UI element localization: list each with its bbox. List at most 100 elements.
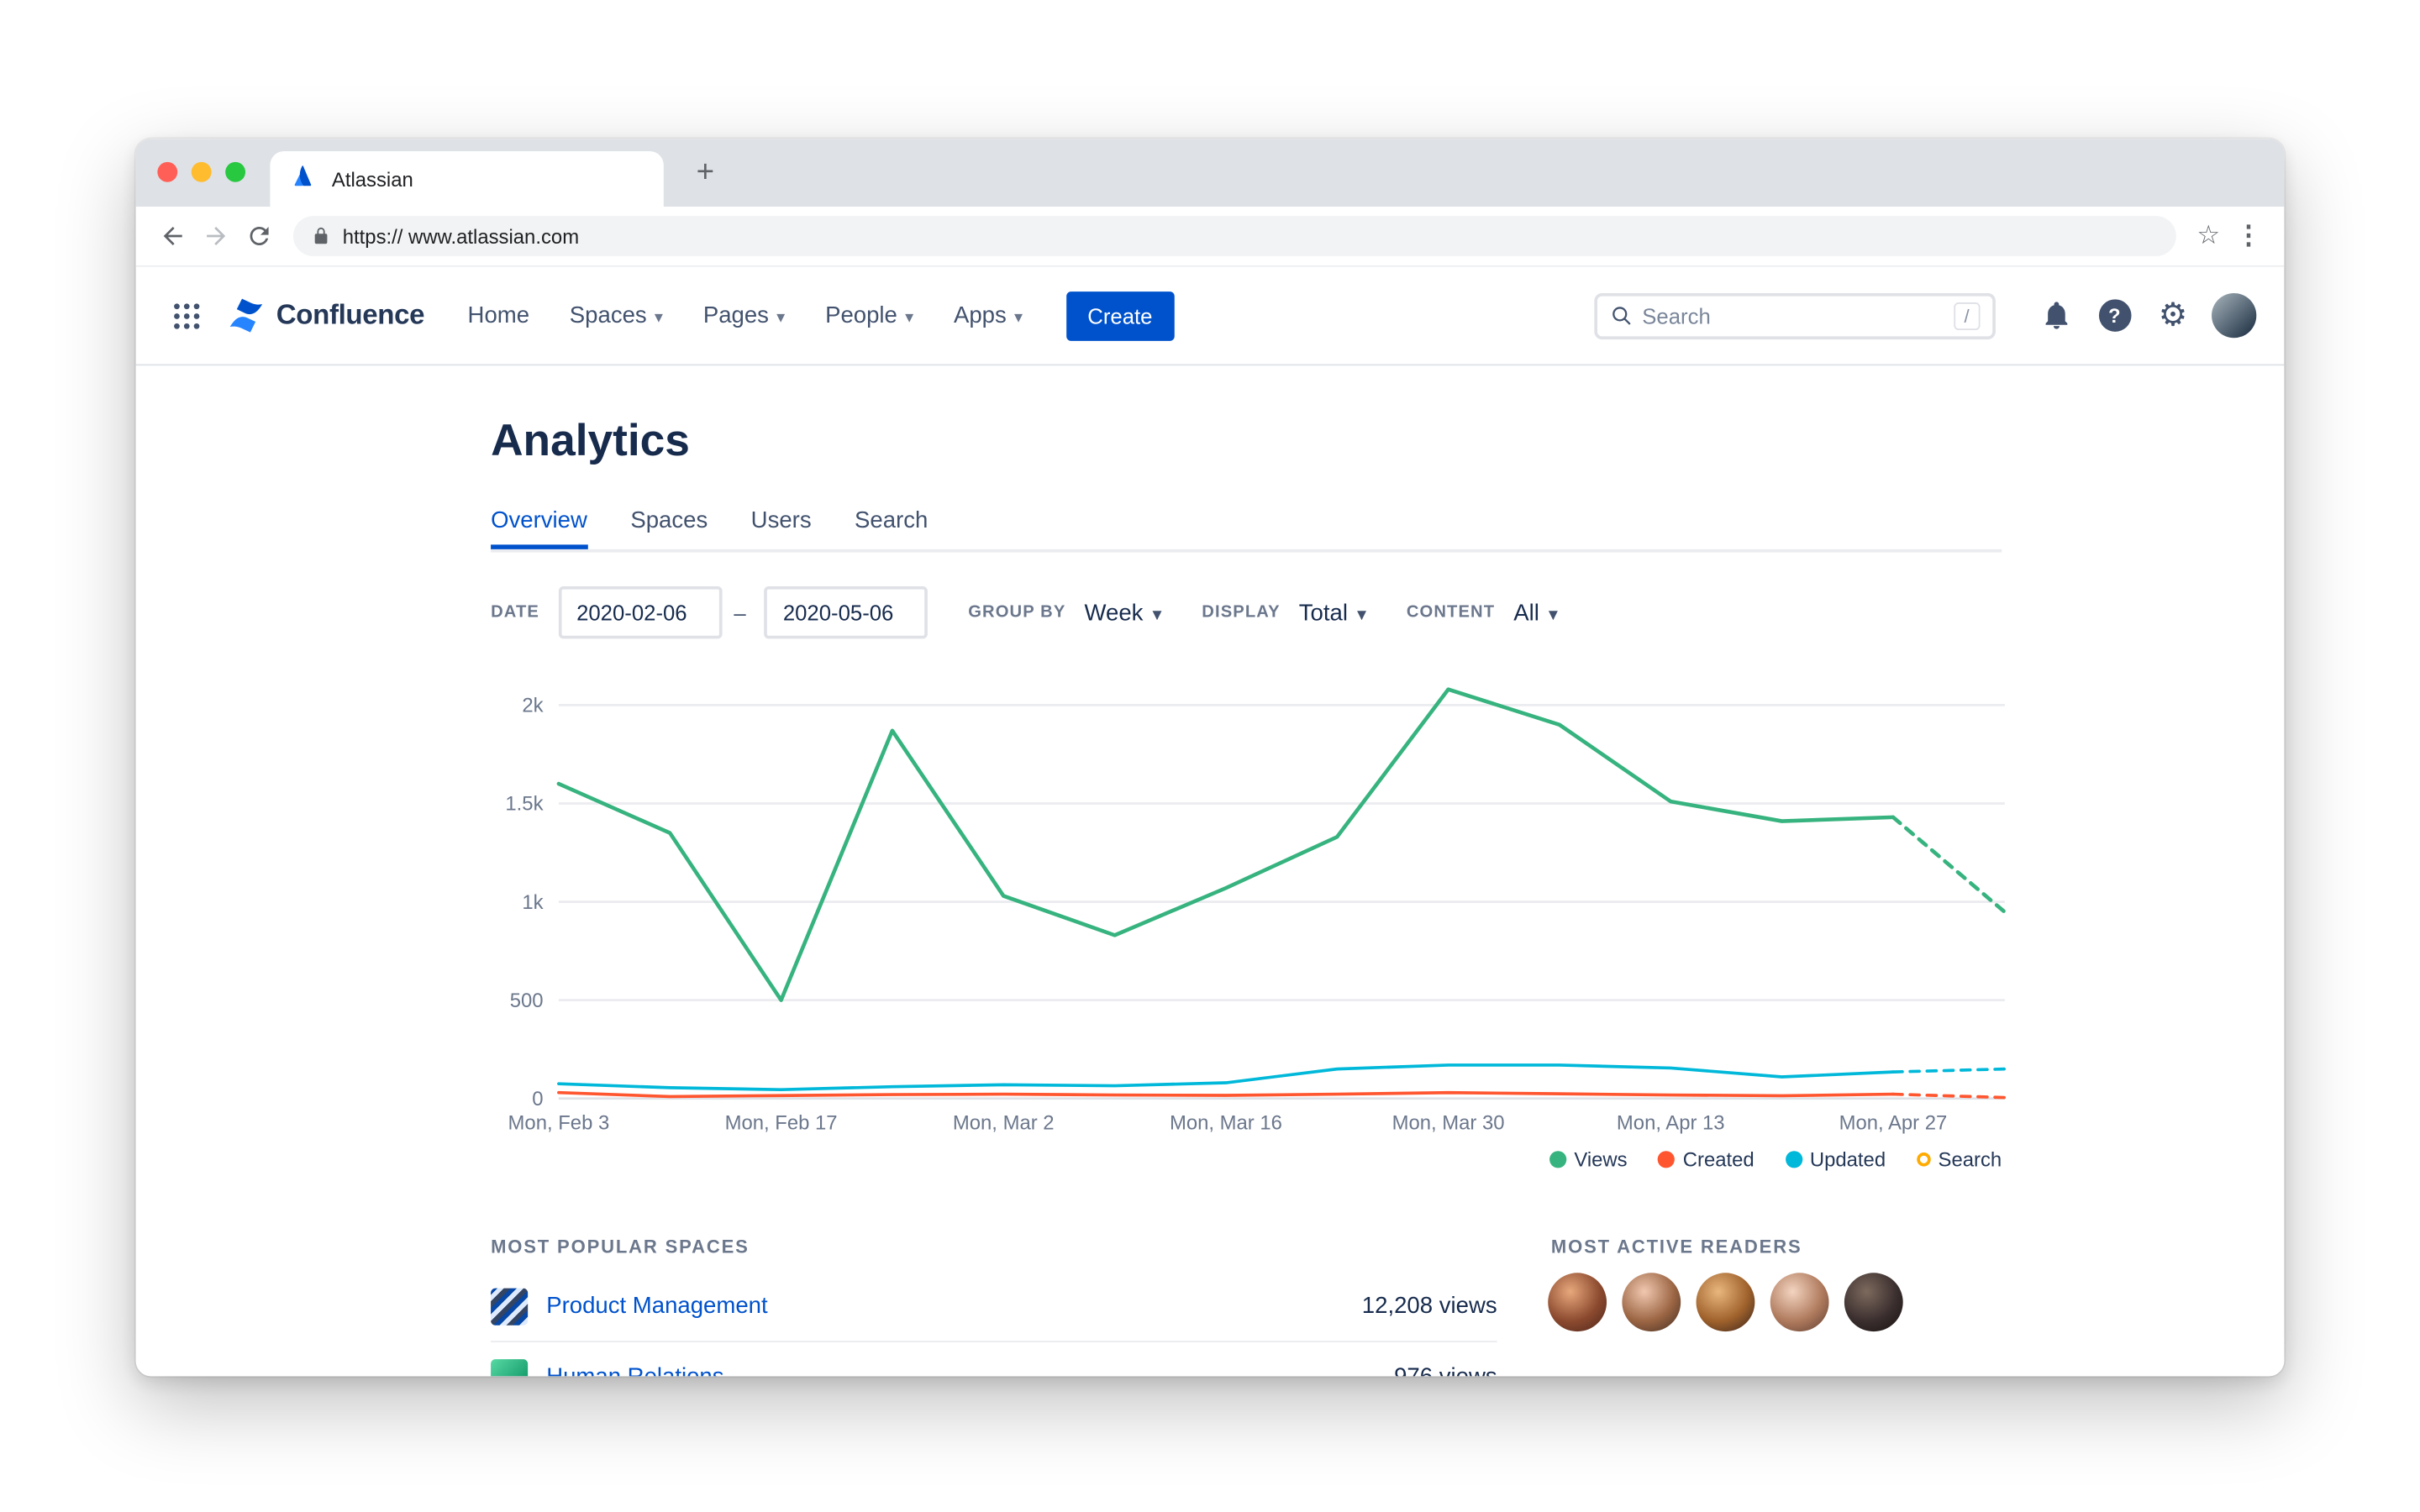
legend-updated[interactable]: Updated bbox=[1785, 1148, 1886, 1171]
svg-text:Mon, Feb 17: Mon, Feb 17 bbox=[725, 1111, 838, 1134]
global-search[interactable]: / bbox=[1594, 292, 1996, 339]
nav-spaces[interactable]: Spaces bbox=[570, 302, 663, 328]
browser-menu-icon[interactable] bbox=[2228, 216, 2269, 256]
filters-bar: DATE – GROUP BY Week DISPLAY Total CONTE… bbox=[491, 585, 1558, 640]
legend-created[interactable]: Created bbox=[1658, 1148, 1754, 1171]
chevron-down-icon bbox=[1539, 600, 1558, 626]
url-bar[interactable]: https:// www.atlassian.com bbox=[292, 216, 2176, 256]
space-icon-human-relations bbox=[491, 1358, 529, 1377]
app-switcher-icon[interactable] bbox=[164, 292, 210, 339]
group-by-dropdown[interactable]: Week bbox=[1085, 600, 1162, 626]
svg-text:Mon, Apr 13: Mon, Apr 13 bbox=[1617, 1111, 1725, 1134]
notifications-bell-icon[interactable] bbox=[2033, 292, 2079, 339]
user-avatar[interactable] bbox=[2212, 292, 2257, 339]
url-text: https:// www.atlassian.com bbox=[342, 224, 580, 248]
svg-text:Mon, Mar 2: Mon, Mar 2 bbox=[953, 1111, 1055, 1134]
nav-people[interactable]: People bbox=[825, 302, 913, 328]
chevron-down-icon bbox=[897, 302, 913, 328]
minimize-window-button[interactable] bbox=[191, 161, 212, 182]
analytics-chart: 0 500 1k 1.5k 2k Mon, Feb 3 Mon, Feb 17 Mon, Ma… bbox=[505, 687, 2007, 1134]
chevron-down-icon bbox=[1143, 600, 1161, 626]
svg-text:Mon, Mar 16: Mon, Mar 16 bbox=[1170, 1111, 1282, 1134]
svg-text:500: 500 bbox=[510, 990, 544, 1012]
primary-nav: Home Spaces Pages People Apps bbox=[468, 302, 1023, 328]
search-dot-icon bbox=[1916, 1152, 1931, 1167]
space-link-human-relations[interactable]: Human Relations bbox=[546, 1364, 723, 1377]
svg-text:1.5k: 1.5k bbox=[505, 793, 543, 816]
tab-spaces[interactable]: Spaces bbox=[630, 507, 708, 534]
space-views: 976 views bbox=[1394, 1364, 1497, 1377]
svg-text:0: 0 bbox=[532, 1088, 543, 1110]
analytics-chart-area: 0 500 1k 1.5k 2k Mon, Feb 3 Mon, Feb 17 Mon, Ma… bbox=[463, 686, 2007, 1137]
nav-pages[interactable]: Pages bbox=[703, 302, 785, 328]
legend-search[interactable]: Search bbox=[1916, 1148, 2002, 1171]
tab-search[interactable]: Search bbox=[855, 507, 929, 534]
created-dot-icon bbox=[1658, 1151, 1676, 1168]
forward-button[interactable] bbox=[194, 214, 237, 257]
browser-tabstrip: Atlassian bbox=[135, 139, 2285, 207]
svg-text:2k: 2k bbox=[522, 695, 543, 717]
space-row: Product Management 12,208 views bbox=[491, 1271, 1497, 1342]
chevron-down-icon bbox=[1348, 600, 1366, 626]
help-icon[interactable] bbox=[2091, 292, 2138, 339]
confluence-logo[interactable]: Confluence bbox=[225, 295, 424, 337]
browser-toolbar: https:// www.atlassian.com bbox=[135, 207, 2285, 267]
bookmark-star-icon[interactable] bbox=[2188, 216, 2228, 256]
close-window-button[interactable] bbox=[157, 161, 178, 182]
create-button[interactable]: Create bbox=[1065, 291, 1175, 340]
analytics-tabs: Overview Spaces Users Search bbox=[491, 507, 2002, 553]
nav-home[interactable]: Home bbox=[467, 302, 530, 329]
legend-views[interactable]: Views bbox=[1549, 1148, 1628, 1171]
reader-avatar[interactable] bbox=[1548, 1273, 1607, 1332]
atlassian-favicon-icon bbox=[292, 163, 316, 196]
reload-button[interactable] bbox=[238, 214, 281, 257]
browser-tab[interactable]: Atlassian bbox=[270, 150, 664, 207]
updated-dot-icon bbox=[1785, 1151, 1802, 1168]
reader-avatar[interactable] bbox=[1622, 1273, 1681, 1332]
search-icon bbox=[1612, 307, 1631, 325]
active-readers-heading: MOST ACTIVE READERS bbox=[1550, 1236, 1802, 1257]
browser-window: Atlassian https:// www.atlassian.com bbox=[135, 139, 2285, 1377]
popular-spaces-heading: MOST POPULAR SPACES bbox=[491, 1236, 750, 1257]
svg-text:Mon, Feb 3: Mon, Feb 3 bbox=[508, 1111, 610, 1134]
date-range-separator: – bbox=[734, 600, 746, 625]
zoom-window-button[interactable] bbox=[225, 161, 246, 182]
tab-title: Atlassian bbox=[331, 167, 413, 191]
space-icon-product-management bbox=[491, 1287, 529, 1325]
space-link-product-management[interactable]: Product Management bbox=[546, 1293, 768, 1320]
svg-text:Mon, Apr 27: Mon, Apr 27 bbox=[1839, 1111, 1948, 1134]
analytics-page: Analytics Overview Spaces Users Search D… bbox=[135, 364, 2285, 1377]
svg-text:1k: 1k bbox=[522, 891, 543, 914]
search-input[interactable] bbox=[1642, 302, 1944, 328]
lock-icon bbox=[312, 227, 330, 245]
chevron-down-icon bbox=[769, 302, 785, 328]
settings-gear-icon[interactable] bbox=[2150, 292, 2196, 339]
tab-overview[interactable]: Overview bbox=[491, 507, 587, 549]
new-tab-button[interactable] bbox=[686, 153, 726, 193]
chart-legend: Views Created Updated Search bbox=[463, 1148, 2002, 1171]
nav-apps[interactable]: Apps bbox=[954, 302, 1023, 328]
views-dot-icon bbox=[1549, 1151, 1567, 1168]
active-readers-list bbox=[1548, 1273, 1903, 1332]
confluence-header: Confluence Home Spaces Pages People Apps… bbox=[135, 266, 2285, 365]
tab-users[interactable]: Users bbox=[750, 507, 812, 534]
space-views: 12,208 views bbox=[1361, 1293, 1497, 1320]
display-dropdown[interactable]: Total bbox=[1299, 600, 1366, 626]
chevron-down-icon bbox=[1007, 302, 1023, 328]
date-to-input[interactable] bbox=[764, 585, 929, 639]
confluence-logo-icon bbox=[229, 298, 263, 333]
product-name: Confluence bbox=[276, 299, 425, 331]
svg-text:Mon, Mar 30: Mon, Mar 30 bbox=[1392, 1111, 1505, 1134]
content-dropdown[interactable]: All bbox=[1513, 600, 1558, 626]
reader-avatar[interactable] bbox=[1696, 1273, 1755, 1332]
reader-avatar[interactable] bbox=[1844, 1273, 1903, 1332]
chevron-down-icon bbox=[647, 302, 663, 328]
back-button[interactable] bbox=[151, 214, 194, 257]
date-from-input[interactable] bbox=[558, 585, 722, 639]
popular-spaces-list: Product Management 12,208 views Human Re… bbox=[491, 1271, 1497, 1377]
display-label: DISPLAY bbox=[1202, 603, 1281, 622]
content-label: CONTENT bbox=[1406, 603, 1496, 622]
reader-avatar[interactable] bbox=[1770, 1273, 1829, 1332]
group-by-label: GROUP BY bbox=[968, 603, 1066, 622]
